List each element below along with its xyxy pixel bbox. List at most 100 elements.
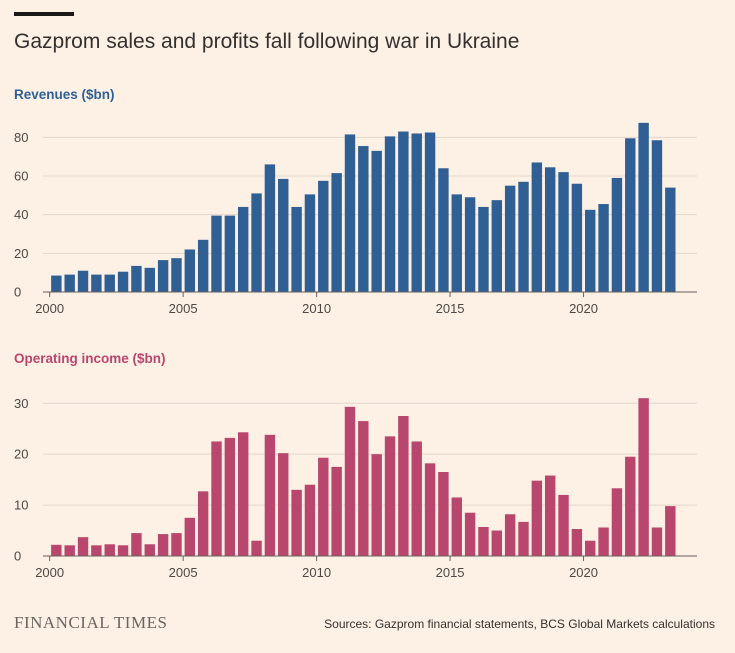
income-bar <box>544 475 556 556</box>
income-x-tick-label: 2015 <box>436 565 465 580</box>
income-bar <box>665 506 676 556</box>
income-bar <box>344 406 356 556</box>
revenue-bar <box>278 178 289 292</box>
income-bar <box>531 480 543 556</box>
revenue-x-tick-label: 2010 <box>302 301 331 316</box>
revenue-bar <box>104 274 115 292</box>
revenue-bar <box>77 270 89 292</box>
revenue-bar <box>264 164 276 292</box>
income-bar <box>424 463 436 556</box>
revenue-bar <box>224 215 236 292</box>
revenue-y-tick-label: 0 <box>14 285 21 300</box>
revenue-y-tick-label: 40 <box>14 207 28 222</box>
revenue-bar <box>438 168 449 292</box>
income-bar <box>585 540 596 556</box>
revenue-bar <box>91 274 102 292</box>
income-bar <box>104 544 115 556</box>
revenue-bar <box>331 173 342 292</box>
revenue-bar <box>64 274 75 292</box>
revenue-bar <box>411 133 422 292</box>
revenue-bar <box>51 275 62 292</box>
income-bar <box>197 491 209 556</box>
revenue-bar <box>157 260 169 292</box>
revenue-chart: 0 20 40 60 80 2000 2005 2010 2015 2020 <box>14 122 697 316</box>
income-bar <box>451 497 462 556</box>
income-bar <box>91 545 102 556</box>
revenue-bar <box>558 172 569 292</box>
income-bar <box>491 530 503 556</box>
income-bar <box>117 545 129 556</box>
revenue-bar <box>398 131 409 292</box>
income-bar <box>558 494 569 556</box>
revenue-bar <box>571 183 583 292</box>
income-bar <box>278 453 289 556</box>
income-bar <box>464 512 476 556</box>
revenue-y-tick-label: 60 <box>14 169 28 184</box>
revenue-bar <box>451 194 462 292</box>
revenue-bar <box>638 122 649 292</box>
income-bar <box>157 534 169 556</box>
income-bar <box>438 472 449 556</box>
revenue-bar <box>665 187 676 292</box>
revenue-bar <box>211 215 222 292</box>
revenue-bar <box>478 206 489 292</box>
revenue-bar <box>611 177 623 292</box>
income-bar <box>171 533 182 556</box>
income-bar <box>358 421 369 556</box>
income-bar <box>51 544 62 556</box>
income-bar <box>611 488 623 556</box>
revenue-bar <box>464 197 476 292</box>
income-x-tick-label: 2005 <box>169 565 198 580</box>
chart-title: Gazprom sales and profits fall following… <box>14 30 520 53</box>
revenue-x-tick-label: 2005 <box>169 301 198 316</box>
revenue-y-tick-label: 80 <box>14 130 28 145</box>
revenue-bar <box>625 138 636 292</box>
income-bar <box>144 544 155 556</box>
income-bar <box>571 529 583 556</box>
income-chart: 0 10 20 30 2000 2005 2010 2015 2020 <box>14 396 697 580</box>
source-note: Sources: Gazprom financial statements, B… <box>324 617 715 631</box>
income-x-tick-label: 2000 <box>35 565 64 580</box>
revenue-bar <box>344 134 356 292</box>
revenue-y-tick-label: 20 <box>14 246 28 261</box>
income-bar <box>131 533 142 556</box>
revenue-bar <box>651 140 663 292</box>
income-bar <box>318 457 329 556</box>
revenue-bar <box>291 206 302 292</box>
income-bar <box>331 466 342 556</box>
revenue-bar <box>544 167 556 292</box>
income-bar <box>264 434 276 556</box>
revenue-bar <box>424 132 436 292</box>
income-x-tick-label: 2010 <box>302 565 331 580</box>
income-bar <box>291 489 302 556</box>
income-y-tick-label: 10 <box>14 498 28 513</box>
income-y-tick-label: 20 <box>14 447 28 462</box>
revenue-bar <box>197 239 209 292</box>
revenue-bar <box>237 206 249 292</box>
ft-accent-bar <box>14 12 74 16</box>
revenue-bar <box>171 258 182 292</box>
income-bar <box>504 514 516 556</box>
revenue-bar <box>504 185 516 292</box>
income-bar <box>304 484 316 556</box>
income-bar <box>224 437 236 556</box>
revenue-bar <box>144 267 155 292</box>
revenue-x-tick-label: 2000 <box>35 301 64 316</box>
revenue-bar <box>371 150 382 292</box>
revenue-bar <box>184 249 196 292</box>
income-chart-title: Operating income ($bn) <box>14 351 166 366</box>
income-x-tick-label: 2020 <box>569 565 598 580</box>
income-bar <box>77 537 89 556</box>
revenue-bar <box>131 265 142 292</box>
revenue-bar <box>531 162 543 292</box>
income-bar <box>625 456 636 556</box>
income-bar <box>184 517 196 556</box>
income-bar <box>518 521 529 556</box>
income-bar <box>478 526 489 556</box>
income-y-tick-label: 0 <box>14 549 21 564</box>
ft-logo: FINANCIAL TIMES <box>14 613 168 632</box>
revenue-bar <box>251 193 262 292</box>
income-bar <box>411 441 422 556</box>
revenue-bar <box>117 271 129 292</box>
income-bar <box>384 436 396 556</box>
